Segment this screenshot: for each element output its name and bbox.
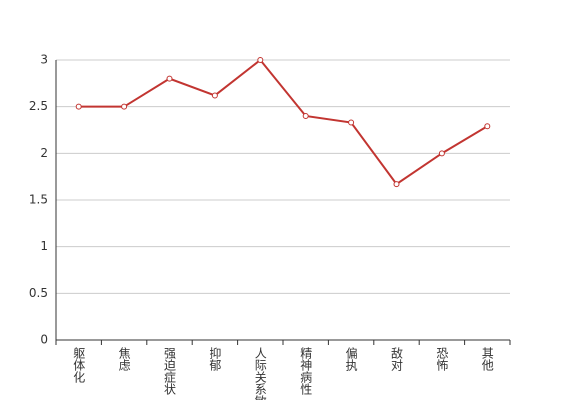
point	[393, 181, 400, 188]
x-tick-label: 其他	[480, 347, 494, 371]
x-tick-label: 焦虑	[117, 347, 131, 371]
x-tick-label: 强迫症状	[163, 347, 177, 395]
x-tick-label: 抑郁	[208, 346, 222, 372]
x-tick-label: 人际关系敏感	[253, 347, 267, 400]
point	[75, 103, 82, 110]
point	[484, 123, 491, 130]
point	[302, 113, 309, 119]
y-tick-label: 0	[40, 333, 48, 347]
point	[348, 119, 355, 126]
x-tick-label: 精神病性	[299, 347, 313, 396]
point	[438, 150, 445, 157]
y-tick-label: 2.5	[29, 99, 48, 113]
line	[78, 58, 488, 186]
y-tick-label: 2	[40, 146, 48, 160]
y-tick-label: 0.5	[29, 286, 48, 300]
x-tick-label: 躯体化	[72, 346, 86, 384]
y-tick-label: 1	[40, 239, 48, 253]
point	[211, 92, 218, 99]
y-tick-label: 1.5	[29, 193, 48, 207]
x-tick-label: 敌对	[390, 346, 404, 371]
y-tick-label: 3	[40, 53, 48, 67]
point	[257, 57, 264, 63]
point	[121, 103, 128, 110]
x-tick-label: 恐怖	[435, 347, 449, 371]
point	[166, 75, 173, 82]
x-tick-label: 偏执	[344, 346, 358, 372]
